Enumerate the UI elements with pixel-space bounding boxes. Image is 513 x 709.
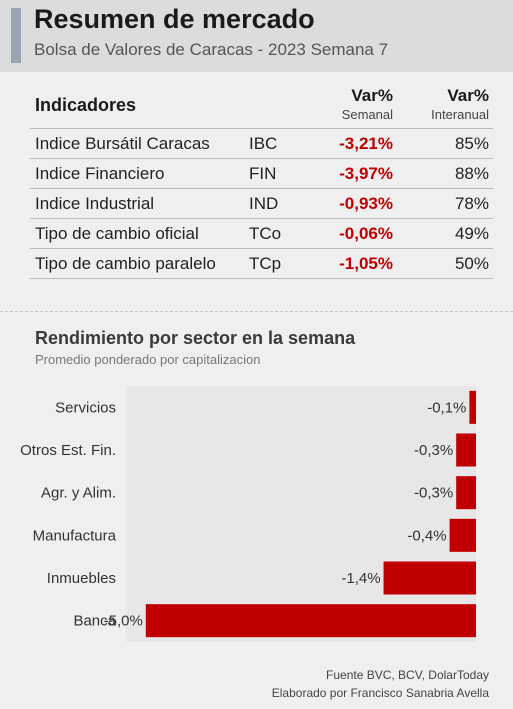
- indicators-table: Indicadores Var% Semanal Var% Interanual…: [30, 84, 493, 279]
- indicator-name: Indice Bursátil Caracas: [35, 134, 210, 153]
- bar: [383, 561, 476, 595]
- indicator-code: IND: [249, 194, 279, 213]
- footer: Fuente BVC, BCV, DolarToday Elaborado po…: [272, 666, 489, 702]
- bar: [145, 604, 476, 638]
- indicators-heading: Indicadores: [35, 95, 137, 115]
- annual-column-title: Var%: [447, 86, 489, 105]
- indicator-weekly-change: -1,05%: [339, 254, 393, 273]
- table-row: Indice Bursátil Caracas IBC -3,21% 85%: [30, 129, 493, 159]
- source-note: Fuente BVC, BCV, DolarToday: [326, 668, 489, 682]
- indicator-annual-change: 88%: [454, 164, 489, 183]
- indicator-code: TCo: [249, 224, 282, 243]
- chart-subtitle: Promedio ponderado por capitalizacion: [35, 352, 261, 367]
- annual-column-header: Var% Interanual: [431, 86, 489, 122]
- data-label: -0,3%: [414, 485, 453, 502]
- weekly-column-title: Var%: [351, 86, 393, 105]
- bar: [456, 476, 476, 510]
- bar: [449, 518, 476, 552]
- weekly-column-subtitle: Semanal: [341, 107, 393, 122]
- weekly-column-header: Var% Semanal: [342, 86, 393, 122]
- bar: [469, 390, 476, 424]
- page-subtitle: Bolsa de Valores de Caracas - 2023 Seman…: [34, 40, 389, 59]
- indicator-name: Indice Financiero: [35, 164, 165, 183]
- header-accent-bar: [11, 8, 21, 63]
- indicator-code: IBC: [249, 134, 278, 153]
- indicator-weekly-change: -0,06%: [339, 224, 393, 243]
- category-label: Banca: [73, 613, 116, 630]
- indicator-name: Tipo de cambio oficial: [35, 224, 199, 243]
- indicator-name: Indice Industrial: [35, 194, 155, 213]
- bar: [456, 433, 476, 467]
- data-label: -1,4%: [341, 570, 380, 587]
- table-row: Tipo de cambio paralelo TCp -1,05% 50%: [30, 249, 493, 279]
- indicator-annual-change: 78%: [454, 194, 489, 213]
- table-row: Indice Financiero FIN -3,97% 88%: [30, 159, 493, 189]
- indicator-annual-change: 50%: [454, 254, 489, 273]
- chart-title: Rendimiento por sector en la semana: [35, 328, 356, 348]
- category-label: Servicios: [55, 399, 116, 416]
- data-label: -0,1%: [427, 399, 466, 416]
- indicator-weekly-change: -0,93%: [339, 194, 393, 213]
- category-label: Inmuebles: [47, 570, 116, 587]
- category-label: Agr. y Alim.: [41, 485, 116, 502]
- indicator-weekly-change: -3,21%: [339, 134, 393, 153]
- indicator-weekly-change: -3,97%: [339, 164, 393, 183]
- sector-bar-chart: Servicios -0,1% Otros Est. Fin. -0,3% Agr. y…: [20, 386, 476, 642]
- table-row: Indice Industrial IND -0,93% 78%: [30, 189, 493, 219]
- indicators-header-row: Indicadores Var% Semanal Var% Interanual: [30, 84, 493, 129]
- indicator-name: Tipo de cambio paralelo: [35, 254, 216, 273]
- category-label: Manufactura: [33, 527, 117, 544]
- data-label: -0,3%: [414, 442, 453, 459]
- section-divider: [0, 311, 513, 312]
- indicator-annual-change: 49%: [454, 224, 489, 243]
- plot-area: [126, 386, 476, 642]
- category-label: Otros Est. Fin.: [20, 442, 116, 459]
- author-note: Elaborado por Francisco Sanabria Avella: [271, 686, 489, 700]
- page-title: Resumen de mercado: [34, 4, 315, 34]
- data-label: -0,4%: [407, 527, 446, 544]
- indicator-annual-change: 85%: [454, 134, 489, 153]
- header: Resumen de mercado Bolsa de Valores de C…: [0, 0, 513, 72]
- data-label: -5,0%: [104, 613, 143, 630]
- indicator-code: FIN: [249, 164, 277, 183]
- annual-column-subtitle: Interanual: [431, 107, 489, 122]
- indicator-code: TCp: [249, 254, 282, 273]
- table-row: Tipo de cambio oficial TCo -0,06% 49%: [30, 219, 493, 249]
